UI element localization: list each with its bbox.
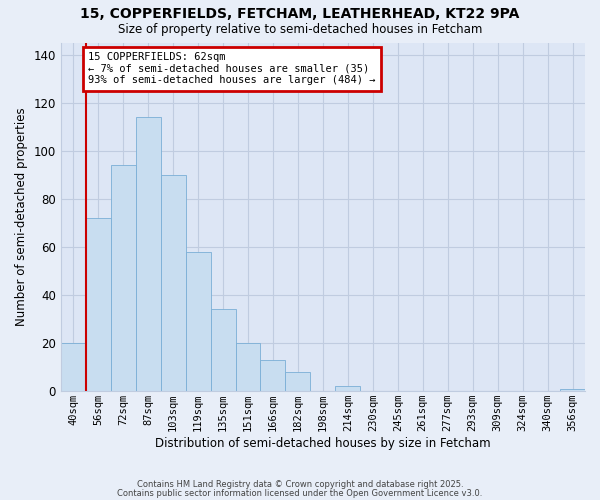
Bar bbox=[185, 252, 211, 391]
Text: Contains public sector information licensed under the Open Government Licence v3: Contains public sector information licen… bbox=[118, 488, 482, 498]
Bar bbox=[211, 310, 236, 391]
Bar bbox=[260, 360, 286, 391]
Bar bbox=[61, 343, 86, 391]
Bar bbox=[286, 372, 310, 391]
X-axis label: Distribution of semi-detached houses by size in Fetcham: Distribution of semi-detached houses by … bbox=[155, 437, 491, 450]
Bar bbox=[335, 386, 361, 391]
Bar bbox=[111, 165, 136, 391]
Text: 15, COPPERFIELDS, FETCHAM, LEATHERHEAD, KT22 9PA: 15, COPPERFIELDS, FETCHAM, LEATHERHEAD, … bbox=[80, 8, 520, 22]
Bar bbox=[560, 389, 585, 391]
Text: Size of property relative to semi-detached houses in Fetcham: Size of property relative to semi-detach… bbox=[118, 22, 482, 36]
Bar bbox=[136, 117, 161, 391]
Y-axis label: Number of semi-detached properties: Number of semi-detached properties bbox=[15, 108, 28, 326]
Bar bbox=[86, 218, 111, 391]
Bar bbox=[161, 175, 185, 391]
Text: Contains HM Land Registry data © Crown copyright and database right 2025.: Contains HM Land Registry data © Crown c… bbox=[137, 480, 463, 489]
Text: 15 COPPERFIELDS: 62sqm
← 7% of semi-detached houses are smaller (35)
93% of semi: 15 COPPERFIELDS: 62sqm ← 7% of semi-deta… bbox=[88, 52, 376, 86]
Bar bbox=[236, 343, 260, 391]
